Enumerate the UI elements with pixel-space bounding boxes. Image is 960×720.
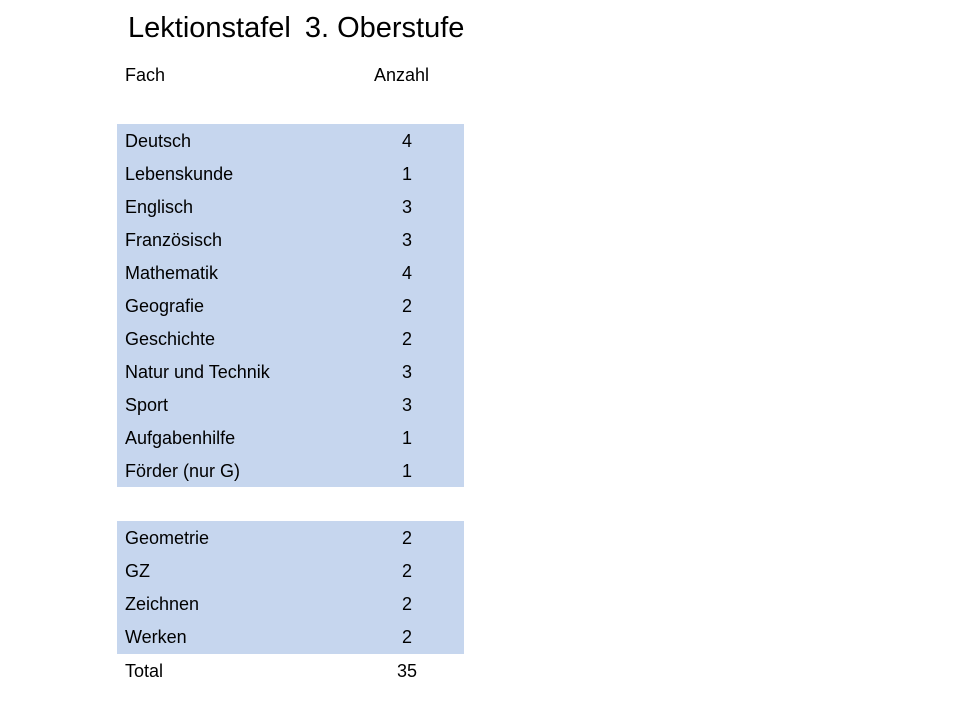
lesson-count: 1: [401, 428, 412, 448]
table-row: Zeichnen 2: [117, 587, 464, 620]
lesson-count: 3: [401, 197, 412, 217]
total-label: Total: [125, 661, 164, 681]
subject-name: Geometrie: [125, 528, 210, 548]
lesson-count: 2: [401, 561, 412, 581]
table-row: Sport 3: [117, 388, 464, 421]
subject-name: Geschichte: [125, 329, 216, 349]
table-row: Geografie 2: [117, 289, 464, 322]
table-row: Englisch 3: [117, 190, 464, 223]
table-row: Geometrie 2: [117, 521, 464, 554]
lesson-count: 1: [401, 461, 412, 481]
lesson-count: 2: [401, 528, 412, 548]
subject-name: Zeichnen: [125, 594, 200, 614]
subject-name: Werken: [125, 627, 187, 647]
lesson-count: 3: [401, 230, 412, 250]
column-header-subject: Fach: [125, 65, 166, 85]
subject-name: Sport: [125, 395, 169, 415]
total-row: Total 35: [117, 654, 464, 687]
lesson-count: 4: [401, 263, 412, 283]
lesson-count: 1: [401, 164, 412, 184]
lesson-count: 4: [401, 131, 412, 151]
lesson-count: 3: [401, 395, 412, 415]
subject-name: Natur und Technik: [125, 362, 270, 382]
subject-name: Aufgabenhilfe: [125, 428, 236, 448]
subject-group-core: Deutsch 4 Lebenskunde 1 Englisch 3 Französi…: [117, 124, 464, 487]
table-row: Förder (nur G) 1: [117, 454, 464, 487]
lesson-count: 2: [401, 627, 412, 647]
lesson-count: 2: [401, 296, 412, 316]
table-row: Lebenskunde 1: [117, 157, 464, 190]
table-row: Aufgabenhilfe 1: [117, 421, 464, 454]
table-row: GZ 2: [117, 554, 464, 587]
table-row: Deutsch 4: [117, 124, 464, 157]
page-title: Lektionstafel 3. Oberstufe: [128, 12, 464, 45]
subject-name: Deutsch: [125, 131, 192, 151]
subject-name: Förder (nur G): [125, 461, 241, 481]
subject-name: Französisch: [125, 230, 223, 250]
subject-name: GZ: [125, 561, 150, 581]
lesson-count: 3: [401, 362, 412, 382]
table-row: Geschichte 2: [117, 322, 464, 355]
title-level: 3. Oberstufe: [304, 12, 465, 44]
table-row: Werken 2: [117, 620, 464, 653]
subject-name: Lebenskunde: [125, 164, 234, 184]
table-row: Natur und Technik 3: [117, 355, 464, 388]
lesson-count: 2: [401, 594, 412, 614]
table-row: Mathematik 4: [117, 256, 464, 289]
subject-group-design: Geometrie 2 GZ 2 Zeichnen 2 Werken 2: [117, 521, 464, 654]
table-row: Französisch 3: [117, 223, 464, 256]
lesson-count: 2: [401, 329, 412, 349]
title-main: Lektionstafel: [128, 12, 291, 44]
subject-name: Mathematik: [125, 263, 219, 283]
subject-name: Geografie: [125, 296, 205, 316]
subject-name: Englisch: [125, 197, 194, 217]
total-count: 35: [396, 661, 418, 681]
column-header-count: Anzahl: [374, 65, 430, 85]
